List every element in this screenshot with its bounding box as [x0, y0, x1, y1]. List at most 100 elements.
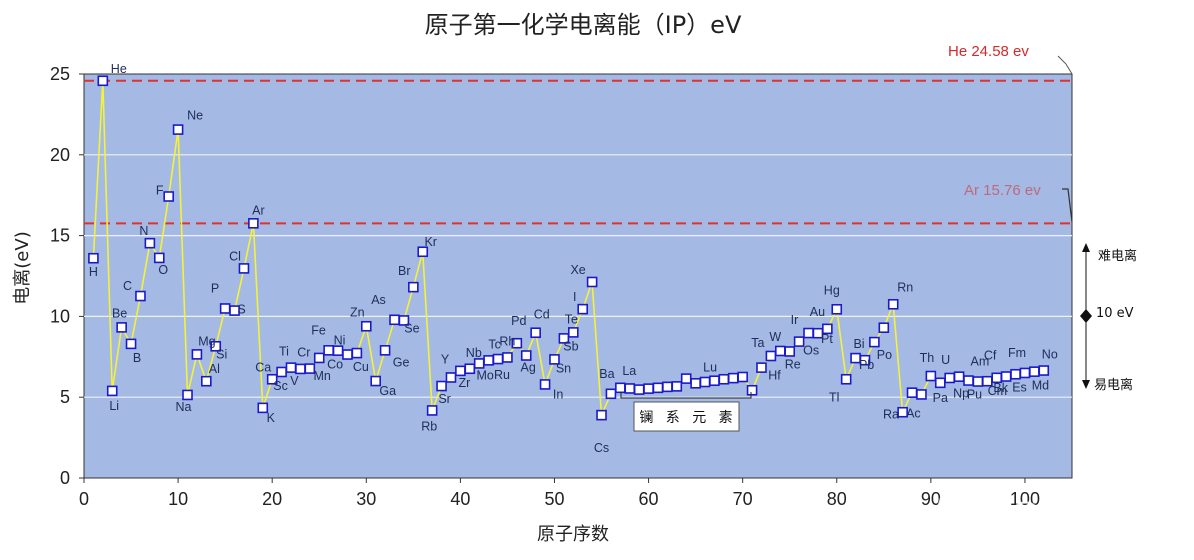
element-label-Te: Te	[565, 312, 578, 326]
data-point	[360, 320, 372, 332]
element-label-Na: Na	[176, 400, 192, 414]
element-label-Be: Be	[112, 306, 127, 320]
element-label-Pt: Pt	[821, 332, 833, 346]
data-point	[398, 315, 410, 326]
data-point	[473, 358, 485, 369]
data-point	[680, 373, 692, 384]
element-label-Es: Es	[1012, 380, 1027, 394]
data-point	[172, 124, 184, 135]
element-label-B: B	[133, 351, 141, 365]
element-label-Pa: Pa	[933, 391, 948, 405]
element-label-Mg: Mg	[198, 334, 215, 348]
data-point	[426, 405, 438, 416]
element-label-Am: Am	[971, 355, 990, 369]
data-point	[652, 382, 664, 394]
data-point	[1010, 368, 1021, 380]
data-point	[257, 402, 269, 414]
data-point	[605, 388, 617, 400]
y-axis-title: 电离(eV)	[12, 231, 33, 304]
element-label-Cs: Cs	[594, 441, 609, 455]
data-point	[831, 303, 843, 315]
data-point	[445, 372, 457, 383]
element-label-La: La	[622, 364, 636, 378]
data-point	[577, 303, 589, 315]
element-label-F: F	[156, 184, 164, 198]
data-point	[125, 338, 137, 350]
data-point	[285, 362, 297, 373]
data-point	[586, 276, 598, 288]
data-point	[276, 366, 287, 378]
element-label-Rh: Rh	[499, 334, 515, 348]
element-label-Mn: Mn	[314, 369, 331, 383]
arrow-up-icon	[1082, 243, 1090, 252]
data-point	[295, 363, 306, 375]
element-label-Tc: Tc	[488, 337, 501, 351]
element-label-Ti: Ti	[279, 345, 289, 359]
data-point	[596, 409, 607, 421]
element-label-Zr: Zr	[458, 376, 470, 390]
element-label-Au: Au	[810, 305, 825, 319]
element-label-U: U	[941, 353, 950, 367]
data-point	[1029, 366, 1040, 377]
data-point	[417, 246, 429, 258]
data-point	[511, 337, 523, 349]
x-tick-label: 20	[262, 489, 282, 509]
y-tick-label: 15	[50, 226, 70, 246]
data-point	[775, 345, 786, 357]
ten-ev-label: 10 eV	[1096, 306, 1134, 321]
element-label-P: P	[211, 282, 219, 296]
data-point	[191, 349, 203, 360]
element-label-Fm: Fm	[1008, 346, 1026, 360]
data-point	[539, 379, 551, 390]
data-point	[765, 350, 777, 362]
data-point	[323, 345, 334, 356]
element-label-Np: Np	[953, 387, 969, 401]
data-point	[567, 327, 579, 338]
data-point	[916, 389, 927, 400]
data-point	[342, 349, 353, 360]
element-label-I: I	[573, 290, 576, 304]
data-point	[389, 314, 400, 326]
data-point	[408, 281, 419, 293]
element-label-N: N	[139, 224, 148, 238]
data-point	[229, 305, 240, 316]
element-label-Hg: Hg	[824, 283, 840, 297]
data-point	[746, 384, 758, 396]
easy-ionize-label: 易电离	[1094, 377, 1133, 393]
data-point	[219, 303, 231, 314]
data-point	[332, 345, 344, 356]
element-label-Sn: Sn	[556, 361, 571, 375]
element-label-O: O	[158, 263, 168, 277]
data-point	[530, 327, 541, 339]
data-point	[934, 377, 946, 389]
element-label-K: K	[267, 411, 276, 425]
data-point	[520, 350, 532, 361]
data-point	[97, 75, 109, 87]
data-point	[144, 237, 156, 249]
data-point	[1019, 367, 1031, 379]
element-label-Cf: Cf	[984, 349, 997, 363]
element-label-Bi: Bi	[853, 337, 864, 351]
data-point	[379, 345, 391, 356]
data-point	[803, 327, 814, 339]
y-tick-label: 20	[50, 145, 70, 165]
x-tick-label: 60	[639, 489, 659, 509]
data-point	[135, 290, 146, 302]
data-point	[633, 384, 645, 395]
element-label-Rb: Rb	[421, 420, 437, 434]
data-point	[1000, 371, 1012, 382]
lanthanide-box	[633, 401, 740, 432]
element-label-Lu: Lu	[703, 360, 717, 374]
data-point	[248, 218, 259, 229]
data-point	[840, 373, 852, 385]
hard-ionize-label: 难电离	[1098, 248, 1137, 264]
element-label-Ni: Ni	[334, 334, 346, 348]
element-label-Pu: Pu	[967, 388, 982, 402]
data-point	[963, 375, 974, 386]
element-label-Ne: Ne	[187, 109, 203, 123]
element-label-W: W	[769, 330, 781, 344]
element-label-As: As	[371, 293, 386, 307]
element-label-Fe: Fe	[311, 323, 326, 337]
reference-leader-0	[1057, 55, 1073, 75]
